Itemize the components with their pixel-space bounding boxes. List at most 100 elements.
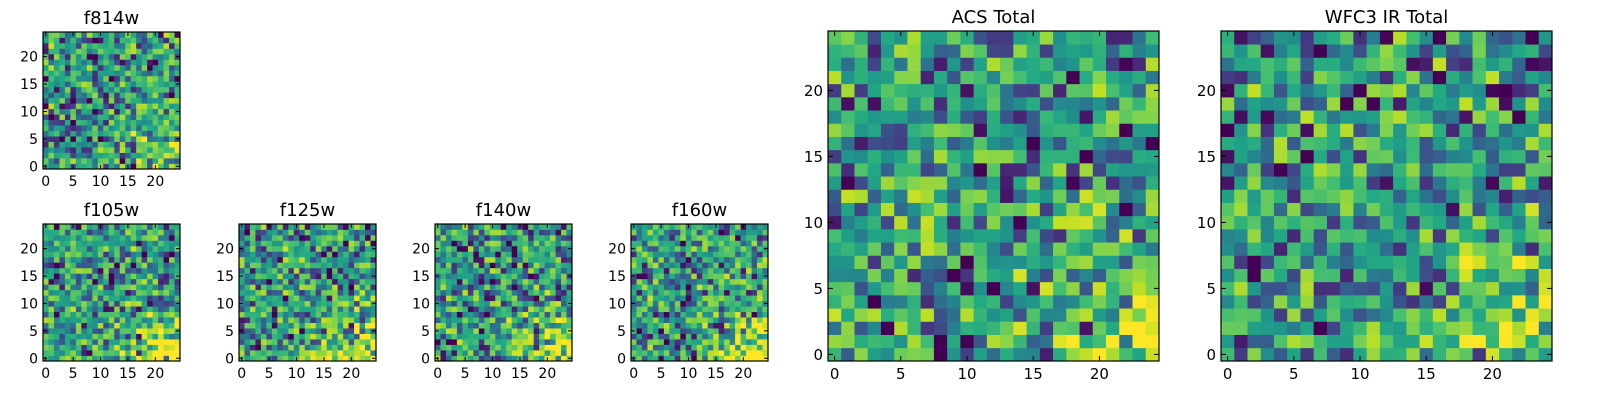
heatmap-cell	[43, 317, 49, 323]
heatmap-cell	[1406, 176, 1420, 190]
heatmap-cell	[147, 322, 153, 329]
heatmap-cell	[1406, 295, 1420, 309]
heatmap-cell	[1119, 110, 1133, 124]
heatmap-cell	[277, 339, 284, 345]
heatmap-cell	[462, 311, 469, 318]
heatmap-cell	[489, 328, 496, 334]
heatmap-cell	[1079, 83, 1094, 98]
heatmap-cell	[114, 224, 121, 230]
heatmap-cell	[81, 108, 88, 115]
heatmap-cell	[141, 81, 148, 88]
heatmap-cell	[828, 255, 842, 269]
heatmap-cell	[1221, 163, 1235, 177]
heatmap-cell	[539, 344, 545, 351]
y-tick-label: 20	[216, 242, 234, 258]
heatmap-cell	[1234, 123, 1248, 137]
heatmap-cell	[1013, 70, 1027, 85]
heatmap-cell	[130, 289, 137, 296]
heatmap-cell	[1287, 31, 1301, 45]
heatmap-cell	[97, 152, 104, 159]
heatmap-cell	[348, 306, 355, 313]
heatmap-cell	[707, 300, 714, 307]
heatmap-cell	[1000, 321, 1014, 335]
heatmap-cell	[337, 322, 344, 329]
heatmap-cell	[163, 295, 170, 302]
heatmap-cell	[841, 44, 855, 58]
heatmap-cell	[244, 224, 251, 230]
heatmap-cell	[663, 273, 670, 280]
heatmap-cell	[75, 224, 82, 230]
heatmap-cell	[478, 355, 485, 362]
heatmap-cell	[108, 119, 115, 126]
heatmap-cell	[1340, 242, 1354, 256]
heatmap-cell	[244, 256, 251, 263]
heatmap-cell	[517, 333, 524, 340]
heatmap-cell	[359, 256, 366, 263]
heatmap-cell	[1132, 44, 1147, 58]
heatmap-cell	[92, 141, 99, 148]
heatmap-cell	[746, 234, 752, 241]
heatmap-cell	[658, 317, 665, 323]
heatmap-cell	[1053, 295, 1067, 309]
x-tick-label: 20	[342, 366, 360, 382]
heatmap-cell	[973, 123, 988, 137]
heatmap-cell	[933, 229, 948, 243]
heatmap-cell	[244, 229, 251, 236]
heatmap-cell	[321, 289, 328, 296]
heatmap-cell	[647, 300, 654, 307]
heatmap-cell	[1039, 347, 1054, 362]
heatmap-cell	[1287, 83, 1301, 98]
heatmap-cell	[343, 251, 349, 258]
heatmap-cell	[495, 256, 502, 263]
heatmap-cell	[1247, 202, 1262, 217]
heatmap-cell	[332, 328, 338, 334]
heatmap-cell	[854, 242, 869, 256]
heatmap-cell	[550, 229, 556, 236]
heatmap-cell	[528, 267, 534, 274]
heatmap-cell	[920, 229, 935, 243]
heatmap-cell	[880, 44, 895, 58]
heatmap-cell	[370, 229, 377, 236]
heatmap-cell	[75, 229, 82, 236]
heatmap-cell	[713, 245, 720, 252]
heatmap-cell	[1247, 189, 1262, 203]
heatmap-cell	[696, 306, 703, 313]
heatmap-cell	[489, 278, 496, 285]
heatmap-cell	[1485, 163, 1500, 177]
heatmap-cell	[533, 317, 540, 323]
heatmap-cell	[506, 322, 513, 329]
heatmap-cell	[53, 81, 60, 88]
heatmap-cell	[1053, 229, 1067, 243]
heatmap-cell	[1406, 229, 1420, 243]
heatmap-cell	[86, 42, 93, 49]
heatmap-cell	[332, 333, 338, 340]
heatmap-cell	[960, 202, 974, 217]
heatmap-cell	[1340, 281, 1354, 296]
heatmap-cell	[1053, 57, 1067, 71]
heatmap-cell	[729, 278, 736, 285]
heatmap-cell	[92, 355, 99, 362]
heatmap-cell	[555, 295, 562, 302]
heatmap-cell	[1287, 176, 1301, 190]
heatmap-cell	[365, 295, 371, 302]
heatmap-cell	[663, 317, 670, 323]
heatmap-cell	[169, 229, 175, 236]
heatmap-cell	[713, 251, 720, 258]
heatmap-cell	[478, 284, 485, 291]
heatmap-cell	[86, 289, 93, 296]
heatmap-cell	[522, 350, 529, 356]
heatmap-cell	[1326, 347, 1341, 362]
heatmap-cell	[158, 53, 164, 60]
heatmap-cell	[114, 262, 121, 269]
heatmap-cell	[854, 44, 869, 58]
heatmap-cell	[136, 81, 142, 88]
heatmap-cell	[1053, 97, 1067, 111]
heatmap-cell	[1221, 255, 1235, 269]
y-tick-label: 5	[421, 324, 430, 340]
heatmap-cell	[152, 59, 159, 66]
heatmap-cell	[370, 295, 377, 302]
heatmap-cell	[136, 136, 142, 142]
heatmap-cell	[1406, 83, 1420, 98]
heatmap-cell	[841, 229, 855, 243]
heatmap-cell	[867, 123, 882, 137]
